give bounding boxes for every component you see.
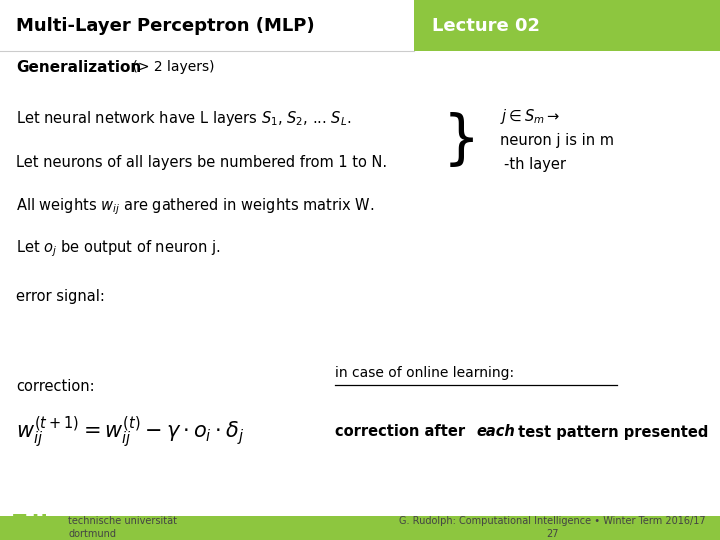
Text: neuron j is in m: neuron j is in m — [500, 133, 614, 148]
Text: -th layer: -th layer — [504, 157, 566, 172]
Text: T: T — [13, 513, 27, 532]
Text: Let neural network have L layers $S_1$, $S_2$, ... $S_L$.: Let neural network have L layers $S_1$, … — [16, 109, 351, 129]
Text: Let $o_j$ be output of neuron j.: Let $o_j$ be output of neuron j. — [16, 238, 220, 259]
Text: Let neurons of all layers be numbered from 1 to N.: Let neurons of all layers be numbered fr… — [16, 154, 387, 170]
Text: in case of online learning:: in case of online learning: — [335, 366, 514, 380]
Text: Lecture 02: Lecture 02 — [432, 17, 540, 35]
Text: $w_{ij}^{(t+1)} = w_{ij}^{(t)} - \gamma \cdot o_i \cdot \delta_j$: $w_{ij}^{(t+1)} = w_{ij}^{(t)} - \gamma … — [16, 414, 244, 450]
Text: each: each — [477, 424, 516, 440]
Text: correction:: correction: — [16, 379, 94, 394]
Text: test pattern presented: test pattern presented — [513, 424, 708, 440]
FancyBboxPatch shape — [414, 0, 720, 51]
FancyBboxPatch shape — [0, 516, 720, 540]
Text: error signal:: error signal: — [16, 289, 104, 305]
Text: technische universität
dortmund: technische universität dortmund — [68, 516, 177, 539]
Text: (> 2 layers): (> 2 layers) — [128, 60, 215, 75]
FancyBboxPatch shape — [0, 0, 720, 51]
Text: Multi-Layer Perceptron (MLP): Multi-Layer Perceptron (MLP) — [16, 17, 315, 35]
Text: All weights $w_{ij}$ are gathered in weights matrix W.: All weights $w_{ij}$ are gathered in wei… — [16, 196, 374, 217]
Text: correction after: correction after — [335, 424, 470, 440]
Text: G. Rudolph: Computational Intelligence • Winter Term 2016/17
27: G. Rudolph: Computational Intelligence •… — [399, 516, 706, 539]
Text: Generalization: Generalization — [16, 60, 141, 75]
Text: }: } — [443, 112, 480, 169]
Text: U: U — [32, 513, 48, 532]
Text: $j \in S_m \rightarrow$: $j \in S_m \rightarrow$ — [500, 106, 561, 126]
